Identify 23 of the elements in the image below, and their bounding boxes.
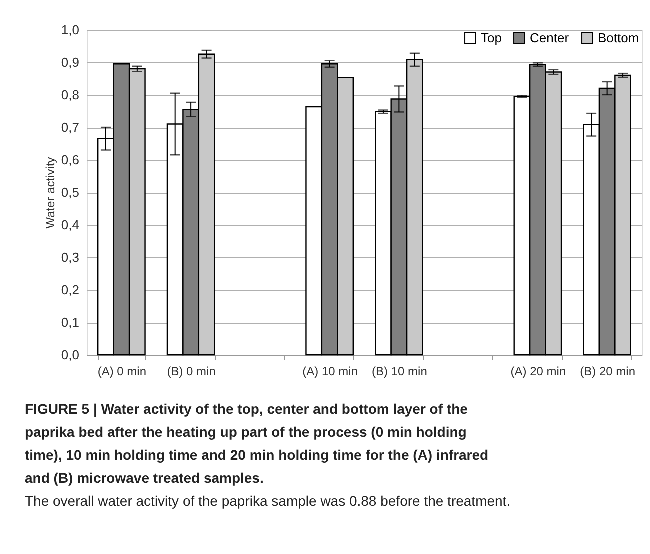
y-tick-label: 0,8 xyxy=(61,88,80,102)
x-tick-label: (B) 0 min xyxy=(167,364,216,378)
y-tick-label: 0,0 xyxy=(61,348,80,362)
y-tick-label: 0,5 xyxy=(61,185,80,200)
y-tick-label: 0,4 xyxy=(61,218,80,232)
x-tick-label: (A) 0 min xyxy=(98,364,147,378)
y-tick-label: 0,9 xyxy=(61,55,80,70)
y-tick-label: 1,0 xyxy=(61,22,80,38)
x-tick-label: (A) 10 min xyxy=(302,364,358,378)
y-tick-label: 0,3 xyxy=(61,250,80,265)
y-tick-label: 0,7 xyxy=(61,120,80,135)
x-tick-label: (B) 20 min xyxy=(580,364,636,378)
legend-label: Bottom xyxy=(598,30,640,46)
y-axis-title: Water activity xyxy=(43,157,58,229)
text: The overall water activity of the paprika sample was 0.88 before the treatment. xyxy=(25,493,511,509)
y-tick-label: 0,1 xyxy=(61,315,80,330)
legend-label: Top xyxy=(481,30,502,46)
x-tick-label: (B) 10 min xyxy=(372,364,428,378)
y-tick-label: 0,2 xyxy=(61,282,80,298)
legend-label: Center xyxy=(530,30,570,46)
y-tick-label: 0,6 xyxy=(61,152,80,168)
x-tick-label: (A) 20 min xyxy=(510,364,566,378)
caption: FIGURE 5 | Water activity of the top, center and bottom layer of the paprika bed after the heating up part of the process (0 min holding time), 10 min holding time and 20 min holding time for the (A) infrared and (B) microwave treated samples. xyxy=(25,401,489,486)
